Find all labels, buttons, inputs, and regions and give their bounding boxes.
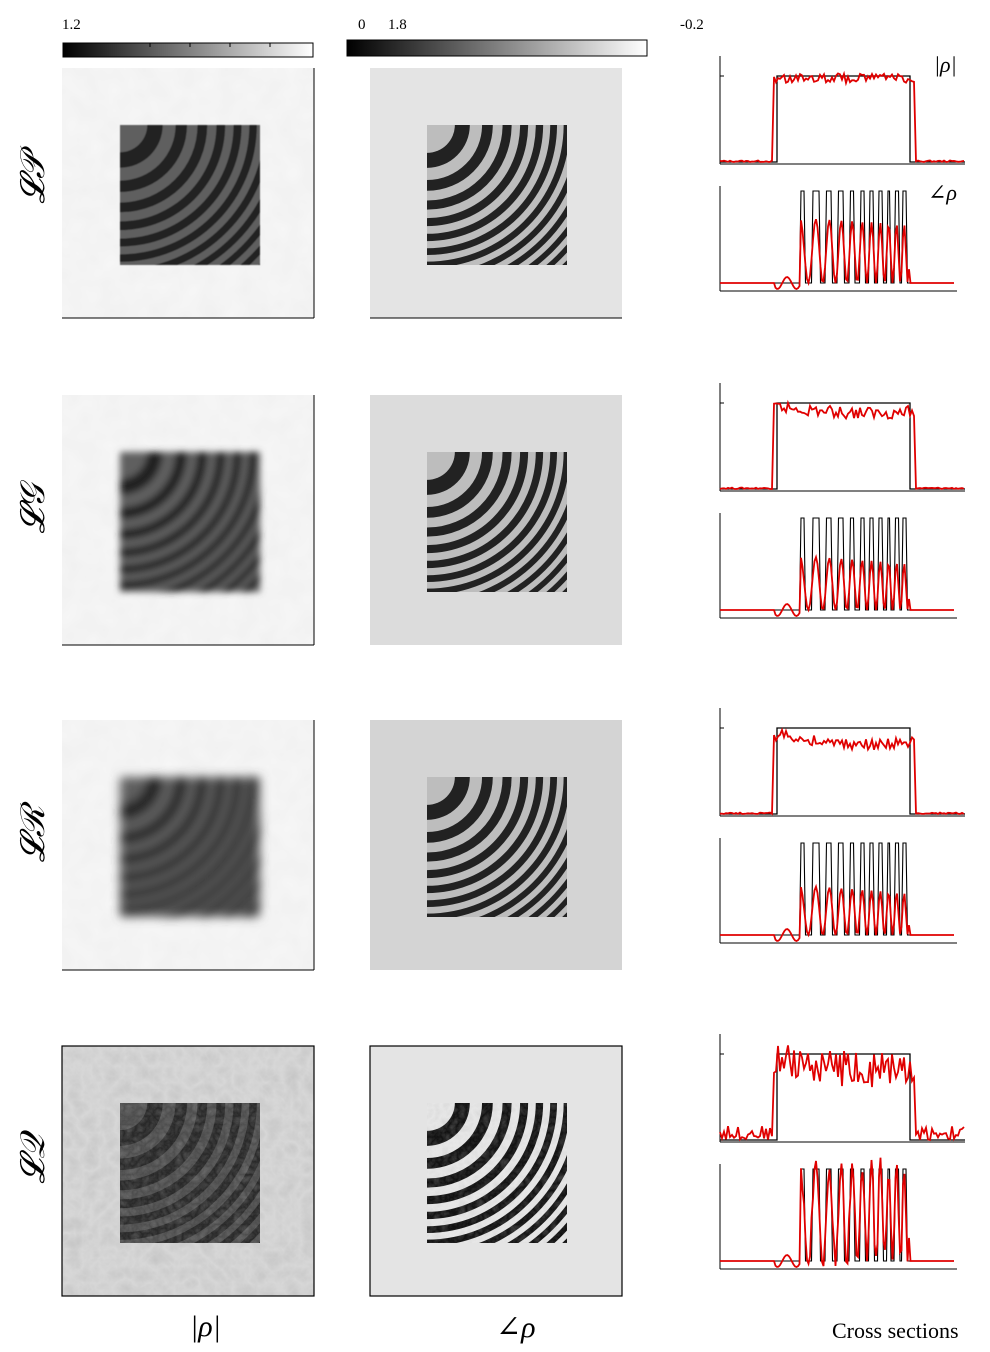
- column-label-cross-sections: Cross sections: [832, 1318, 959, 1343]
- cross-section-tick: -0.2: [680, 17, 704, 33]
- phase-ring-band: [427, 125, 455, 153]
- phase-square: [427, 777, 567, 917]
- cs-phase-reconstruction: [720, 554, 954, 617]
- cs-phase-reconstruction: [720, 1157, 954, 1268]
- phase-square-noise: [427, 1103, 567, 1243]
- phase-colorbar: [346, 39, 648, 57]
- cs-mag-reconstruction: [719, 399, 965, 490]
- phase-panel: [370, 68, 622, 319]
- magnitude-colorbar-max: 1.2: [62, 17, 81, 33]
- magnitude-cross-section: [719, 708, 965, 817]
- magnitude-colorbar: [62, 42, 314, 58]
- phase-cross-section: [719, 1157, 957, 1270]
- magnitude-ring-set: [120, 777, 260, 917]
- inset-label-magnitude: |ρ|: [934, 52, 957, 77]
- magnitude-rings: [120, 452, 260, 592]
- magnitude-panel: [62, 720, 315, 971]
- row-label-lq: 𝓛𝒬: [15, 1134, 52, 1184]
- phase-panel: [370, 395, 622, 645]
- magnitude-ring-set: [120, 125, 260, 265]
- inset-label-phase: ∠ρ: [928, 180, 957, 205]
- phase-cross-section: [719, 513, 957, 619]
- phase-cross-section: [719, 838, 957, 944]
- cs-mag-ground-truth: [720, 402, 965, 490]
- ring-band: [120, 777, 148, 805]
- magnitude-cross-section: [719, 1034, 965, 1143]
- row-label-lp: 𝓛𝒫: [15, 154, 52, 204]
- magnitude-ring-set: [120, 452, 260, 592]
- cs-phase-reconstruction: [720, 883, 954, 942]
- magnitude-square: [120, 777, 260, 917]
- row-label-lg: 𝓛𝒢: [15, 484, 52, 534]
- magnitude-cross-section: [719, 56, 965, 165]
- phase-colorbar-min: 0: [358, 17, 366, 33]
- magnitude-square: [120, 452, 260, 592]
- magnitude-frame: [61, 1045, 315, 1297]
- phase-ring-band: [427, 777, 455, 805]
- phase-cross-section: [719, 186, 957, 292]
- phase-square: [427, 1103, 567, 1243]
- phase-colorbar-max: 1.8: [388, 17, 407, 33]
- phase-panel: [369, 1045, 623, 1297]
- row-label-lr: 𝓛ℛ: [15, 805, 52, 863]
- cs-mag-ground-truth: [720, 75, 965, 163]
- magnitude-panel: [62, 68, 315, 319]
- column-label-magnitude: |ρ|: [190, 1310, 221, 1343]
- magnitude-cross-section: [719, 383, 965, 492]
- cs-mag-reconstruction: [720, 727, 965, 816]
- phase-ring-band: [427, 452, 455, 480]
- cs-phase-reconstruction: [720, 218, 954, 290]
- phase-square: [427, 125, 567, 265]
- magnitude-square: [120, 1103, 260, 1243]
- cs-mag-reconstruction: [719, 1045, 965, 1142]
- magnitude-panel: [62, 395, 315, 646]
- phase-panel: [370, 720, 622, 970]
- magnitude-square-noise: [120, 1103, 260, 1243]
- magnitude-panel: [61, 1045, 315, 1297]
- magnitude-rings: [120, 125, 260, 265]
- cs-mag-reconstruction: [719, 70, 965, 163]
- phase-frame: [369, 1045, 623, 1297]
- magnitude-rings: [120, 777, 260, 917]
- ring-band: [120, 452, 148, 480]
- column-label-phase: ∠ρ: [496, 1311, 536, 1344]
- magnitude-square: [120, 125, 260, 265]
- ring-band: [120, 125, 148, 153]
- phase-square: [427, 452, 567, 592]
